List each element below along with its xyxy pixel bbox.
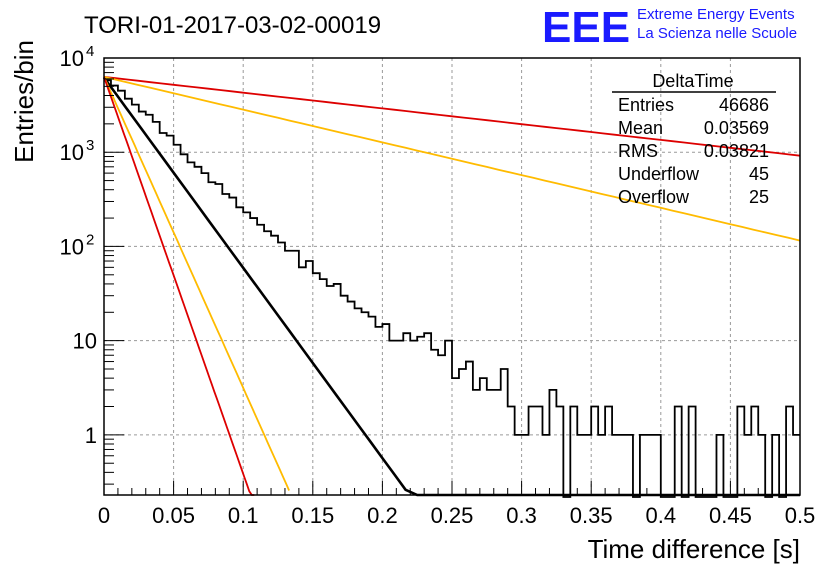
fit-line xyxy=(103,76,255,496)
axis-ticks xyxy=(103,57,801,495)
logo-line1: Extreme Energy Events xyxy=(637,6,795,23)
stats-row-label: Entries xyxy=(618,95,674,115)
stats-row-label: Mean xyxy=(618,118,663,138)
stats-row-value: 45 xyxy=(749,164,769,184)
y-tick-label: 10 xyxy=(60,140,84,165)
stats-row-value: 25 xyxy=(749,187,769,207)
chart-title: TORI-01-2017-03-02-00019 xyxy=(84,12,381,39)
x-tick-label: 0.5 xyxy=(785,503,816,528)
fit-line xyxy=(103,76,801,157)
y-tick-label-exponent: 2 xyxy=(86,231,94,248)
stats-box: DeltaTime Entries 46686 Mean 0.03569 RMS 0.03… xyxy=(612,71,776,207)
y-tick-label: 10 xyxy=(60,234,84,259)
stats-row-value: 0.03821 xyxy=(704,141,769,161)
stats-box-name: DeltaTime xyxy=(652,71,733,91)
x-tick-label: 0.15 xyxy=(291,503,334,528)
eee-logo: EEE Extreme Energy Events La Scienza nel… xyxy=(542,3,797,52)
stats-row-label: Overflow xyxy=(618,187,690,207)
x-tick-label: 0 xyxy=(98,503,110,528)
x-tick-label: 0.05 xyxy=(152,503,195,528)
x-tick-label: 0.45 xyxy=(709,503,752,528)
stats-row-value: 0.03569 xyxy=(704,118,769,138)
y-axis-title: Entries/bin xyxy=(9,40,39,163)
x-axis-title: Time difference [s] xyxy=(588,534,800,564)
x-tick-labels: 0 0.05 0.1 0.15 0.2 0.25 0.3 0.35 0.4 0.45 0.5 xyxy=(98,503,815,528)
logo-line2: La Scienza nelle Scuole xyxy=(637,25,797,42)
x-tick-label: 0.1 xyxy=(228,503,259,528)
stats-row-label: Underflow xyxy=(618,164,700,184)
grid xyxy=(104,58,800,495)
y-tick-label: 10 xyxy=(73,329,97,354)
stats-row-label: RMS xyxy=(618,141,658,161)
logo-eee-text: EEE xyxy=(542,3,630,52)
x-tick-label: 0.4 xyxy=(646,503,677,528)
x-tick-label: 0.35 xyxy=(570,503,613,528)
histogram xyxy=(104,79,800,498)
y-tick-label: 1 xyxy=(85,423,97,448)
x-tick-label: 0.2 xyxy=(367,503,398,528)
y-tick-label-exponent: 4 xyxy=(86,43,94,60)
y-tick-label-exponent: 3 xyxy=(86,137,94,154)
y-tick-label: 10 xyxy=(60,46,84,71)
stats-row-value: 46686 xyxy=(719,95,769,115)
fit-line xyxy=(103,76,290,491)
x-tick-label: 0.3 xyxy=(506,503,537,528)
histogram-step-line xyxy=(104,79,800,498)
fit-line xyxy=(103,76,801,242)
x-tick-label: 0.25 xyxy=(431,503,474,528)
